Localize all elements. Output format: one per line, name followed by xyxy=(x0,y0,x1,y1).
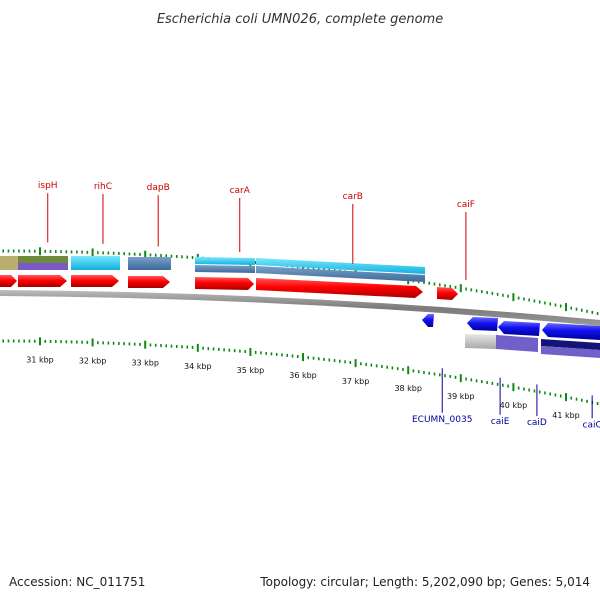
scale-labels: 31 kbp 32 kbp 33 kbp 34 kbp 35 kbp 36 kbp 37 k… xyxy=(26,355,580,420)
genome-backbone xyxy=(0,290,600,326)
feature-block xyxy=(0,256,18,270)
feature-blocks xyxy=(0,256,425,282)
scale-label: 39 kbp xyxy=(447,392,475,401)
gene-arrow-forward xyxy=(256,278,423,298)
scale-label: 34 kbp xyxy=(184,362,212,371)
gene-arrow-forward xyxy=(128,276,170,288)
scale-label: 35 kbp xyxy=(237,366,265,375)
gene-labels-bottom: ECUMN_0035 caiE caiD caiC xyxy=(412,368,600,430)
gene-label-rihC: rihC xyxy=(94,182,112,192)
gene-label-carA: carA xyxy=(230,186,251,196)
scale-label: 33 kbp xyxy=(131,359,159,368)
feature-block xyxy=(128,257,171,270)
genome-summary-text: Topology: circular; Length: 5,202,090 bp… xyxy=(259,575,590,589)
scale-label: 31 kbp xyxy=(26,355,54,364)
gene-label-caiD: caiD xyxy=(527,418,547,428)
feature-blocks-lower xyxy=(465,334,600,358)
tick-row-bottom xyxy=(2,337,599,405)
gene-label-carB: carB xyxy=(343,192,363,202)
feature-block xyxy=(465,334,496,349)
gene-arrow-forward xyxy=(0,275,17,287)
gene-label-caiC: caiC xyxy=(583,420,600,430)
feature-block xyxy=(256,258,425,274)
feature-block xyxy=(18,256,68,263)
gene-arrow-forward xyxy=(195,277,254,290)
gene-arrow-reverse xyxy=(422,314,434,327)
gene-arrow-reverse xyxy=(467,317,498,331)
gene-arrow-forward xyxy=(71,275,119,287)
gene-label-ECUMN_0035: ECUMN_0035 xyxy=(412,415,472,425)
feature-block xyxy=(541,346,600,358)
scale-label: 32 kbp xyxy=(79,357,107,366)
scale-label: 40 kbp xyxy=(500,401,528,410)
feature-block xyxy=(496,335,538,352)
scale-label: 41 kbp xyxy=(552,411,580,420)
gene-arrow-forward xyxy=(18,275,67,287)
gene-labels-top: ispH rihC dapB carA carB caiF xyxy=(38,181,475,280)
gene-arrow-reverse xyxy=(542,323,600,340)
scale-label: 38 kbp xyxy=(394,384,422,393)
map-title: Escherichia coli UMN026, complete genome xyxy=(157,12,443,27)
accession-text: Accession: NC_011751 xyxy=(9,575,145,589)
forward-genes xyxy=(0,275,458,300)
feature-block xyxy=(71,256,120,270)
feature-block xyxy=(195,265,255,273)
gene-label-caiE: caiE xyxy=(491,417,510,427)
feature-block xyxy=(256,266,425,282)
scale-label: 37 kbp xyxy=(342,377,370,386)
reverse-genes xyxy=(422,314,600,340)
feature-block xyxy=(195,257,255,265)
gene-label-dapB: dapB xyxy=(147,183,170,193)
gene-label-ispH: ispH xyxy=(38,181,58,191)
gene-arrow-forward xyxy=(437,287,458,300)
scale-label: 36 kbp xyxy=(289,371,317,380)
gene-arrow-reverse xyxy=(498,321,540,336)
feature-block xyxy=(541,339,600,350)
feature-block xyxy=(18,263,68,270)
gene-label-caiF: caiF xyxy=(457,200,475,210)
